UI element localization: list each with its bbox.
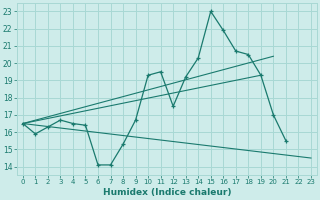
X-axis label: Humidex (Indice chaleur): Humidex (Indice chaleur) xyxy=(103,188,231,197)
